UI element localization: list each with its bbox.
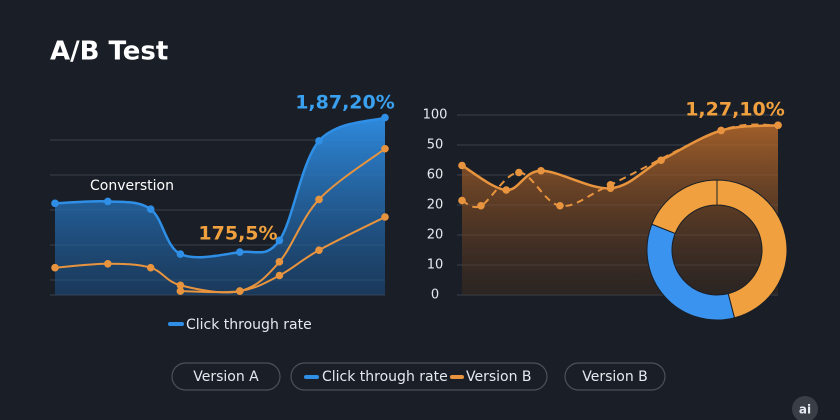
y-category-label: 0: [431, 288, 439, 303]
y-category-label: 100: [423, 108, 448, 123]
badge-bg: [792, 396, 818, 420]
pill: [171, 362, 281, 391]
point: [381, 144, 389, 153]
point: [146, 205, 155, 213]
y-category-label: 60: [427, 168, 444, 183]
point: [515, 168, 523, 177]
y-category-label: 20: [427, 198, 444, 213]
y-category-label: 50: [427, 138, 444, 153]
point: [236, 287, 244, 295]
point: [176, 287, 185, 295]
pill-label: Version B: [466, 369, 532, 385]
point: [458, 196, 466, 205]
point: [275, 236, 284, 245]
title: A/B Test: [50, 37, 168, 67]
point: [236, 248, 244, 256]
annotation: 1,27,10%: [685, 99, 785, 121]
legend-label: Click through rate: [186, 317, 312, 333]
point: [381, 113, 389, 122]
footer-button[interactable]: Version B: [564, 362, 666, 391]
plots: Converstion175,5%1,87,20%100506020201001…: [51, 92, 788, 321]
point: [315, 246, 323, 254]
area: [55, 117, 385, 295]
pill-label: Version A: [193, 369, 259, 385]
donut-segment: [651, 179, 718, 235]
y-category-label: 10: [427, 258, 444, 273]
pill-label: Version B: [582, 369, 648, 385]
y-category-label: 20: [427, 228, 444, 243]
point: [104, 197, 112, 206]
point: [381, 213, 389, 221]
pill: [290, 362, 548, 391]
point: [51, 199, 59, 208]
point: [774, 121, 782, 130]
point: [146, 263, 155, 272]
donut-segment: [646, 223, 736, 321]
point: [176, 281, 185, 290]
point: [477, 201, 485, 210]
annotation: 175,5%: [198, 223, 277, 245]
point: [315, 195, 323, 204]
pill-label: Click through rate: [322, 369, 448, 385]
footer-button[interactable]: Version A: [171, 362, 281, 391]
point: [717, 126, 725, 135]
point: [315, 137, 323, 145]
point: [275, 258, 284, 266]
point: [275, 271, 284, 280]
point: [537, 166, 545, 175]
pill: [564, 362, 666, 391]
point: [502, 186, 511, 194]
point: [458, 161, 466, 170]
donut-segment: [716, 179, 788, 319]
point: [556, 201, 564, 210]
point: [176, 250, 185, 258]
annotation: 1,87,20%: [295, 92, 395, 114]
area: [462, 125, 778, 295]
annotation: Converstion: [90, 178, 174, 194]
point: [51, 263, 59, 272]
footer-button[interactable]: Click through rate Version B: [290, 362, 548, 391]
point: [104, 260, 112, 268]
badge: ai: [799, 403, 811, 417]
point: [606, 180, 615, 189]
